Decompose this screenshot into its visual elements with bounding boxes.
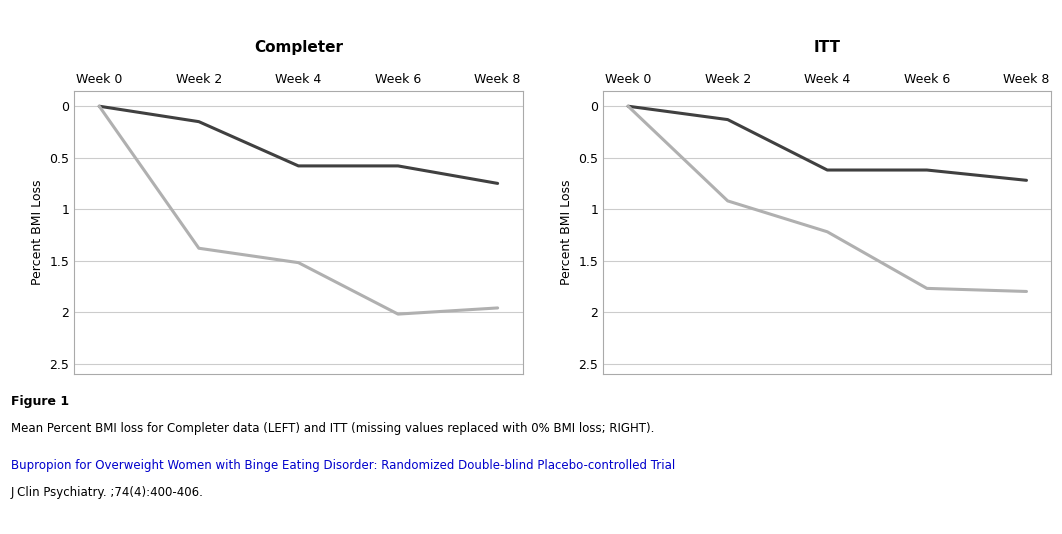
- Title: Completer: Completer: [254, 40, 343, 55]
- Text: Mean Percent BMI loss for Completer data (LEFT) and ITT (missing values replaced: Mean Percent BMI loss for Completer data…: [11, 422, 654, 435]
- Text: Bupropion for Overweight Women with Binge Eating Disorder: Randomized Double-bli: Bupropion for Overweight Women with Bing…: [11, 459, 674, 472]
- Text: Figure 1: Figure 1: [11, 395, 69, 408]
- Y-axis label: Percent BMI Loss: Percent BMI Loss: [560, 179, 572, 285]
- Text: J Clin Psychiatry. ;74(4):400-406.: J Clin Psychiatry. ;74(4):400-406.: [11, 486, 204, 499]
- Y-axis label: Percent BMI Loss: Percent BMI Loss: [31, 179, 44, 285]
- Title: ITT: ITT: [813, 40, 841, 55]
